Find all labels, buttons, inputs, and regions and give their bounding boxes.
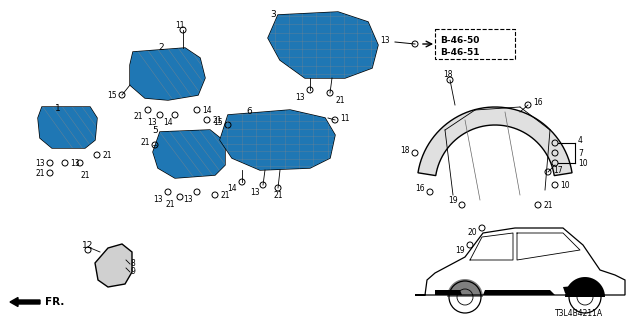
Text: 17: 17 (553, 165, 563, 174)
Text: T3L4B4211A: T3L4B4211A (555, 308, 603, 317)
Text: 10: 10 (560, 180, 570, 189)
Text: 14: 14 (163, 117, 173, 126)
Polygon shape (130, 48, 205, 100)
Text: 13: 13 (147, 117, 157, 126)
Text: 13: 13 (296, 92, 305, 101)
Text: 21: 21 (543, 201, 552, 210)
Text: 16: 16 (415, 183, 425, 193)
Text: 21: 21 (212, 116, 221, 124)
Text: 12: 12 (82, 241, 93, 250)
Text: 6: 6 (246, 107, 252, 116)
Text: 11: 11 (340, 114, 349, 123)
Polygon shape (418, 107, 572, 176)
Text: 13: 13 (35, 158, 45, 167)
Text: 21: 21 (273, 190, 283, 199)
Text: B-46-50: B-46-50 (440, 36, 479, 44)
Polygon shape (220, 110, 335, 170)
Text: 21: 21 (335, 95, 344, 105)
Text: 21: 21 (166, 199, 175, 209)
Text: 13: 13 (184, 195, 193, 204)
Text: 14: 14 (202, 106, 212, 115)
Polygon shape (483, 290, 555, 295)
Polygon shape (565, 277, 605, 297)
Polygon shape (447, 279, 483, 297)
Text: 8: 8 (130, 260, 135, 268)
Text: 10: 10 (578, 158, 588, 167)
Polygon shape (153, 130, 225, 178)
Polygon shape (268, 12, 378, 78)
Text: 21: 21 (102, 150, 111, 159)
Text: 15: 15 (213, 117, 223, 126)
Text: B-46-51: B-46-51 (440, 47, 479, 57)
Text: 11: 11 (175, 20, 185, 29)
Text: 5: 5 (152, 125, 157, 134)
Text: 21: 21 (80, 171, 90, 180)
Text: FR.: FR. (45, 297, 65, 307)
Text: 15: 15 (108, 91, 117, 100)
Text: 7: 7 (578, 148, 583, 157)
Polygon shape (435, 290, 462, 295)
Polygon shape (268, 12, 378, 78)
Polygon shape (95, 244, 132, 287)
Text: 14: 14 (227, 183, 237, 193)
Text: 3: 3 (270, 10, 276, 19)
Polygon shape (153, 130, 225, 178)
Text: 19: 19 (449, 196, 458, 204)
Text: 19: 19 (456, 245, 465, 254)
Text: 21: 21 (220, 190, 230, 199)
Text: 9: 9 (130, 268, 135, 276)
Text: 13: 13 (250, 188, 260, 196)
Text: 4: 4 (578, 135, 583, 145)
Text: 13: 13 (380, 36, 390, 44)
Polygon shape (220, 110, 335, 170)
Text: 2: 2 (158, 43, 164, 52)
Polygon shape (130, 48, 205, 100)
Text: 16: 16 (533, 98, 543, 107)
Text: 18: 18 (401, 146, 410, 155)
FancyArrow shape (10, 298, 40, 307)
Polygon shape (38, 107, 97, 148)
Text: 20: 20 (467, 228, 477, 236)
Text: 21: 21 (134, 111, 143, 121)
Text: 13: 13 (70, 158, 79, 167)
Polygon shape (563, 285, 600, 293)
Text: 13: 13 (154, 195, 163, 204)
Text: 21: 21 (35, 169, 45, 178)
Text: 18: 18 (444, 69, 452, 78)
Polygon shape (38, 107, 97, 148)
Text: 1: 1 (55, 103, 61, 113)
Text: 21: 21 (141, 138, 150, 147)
